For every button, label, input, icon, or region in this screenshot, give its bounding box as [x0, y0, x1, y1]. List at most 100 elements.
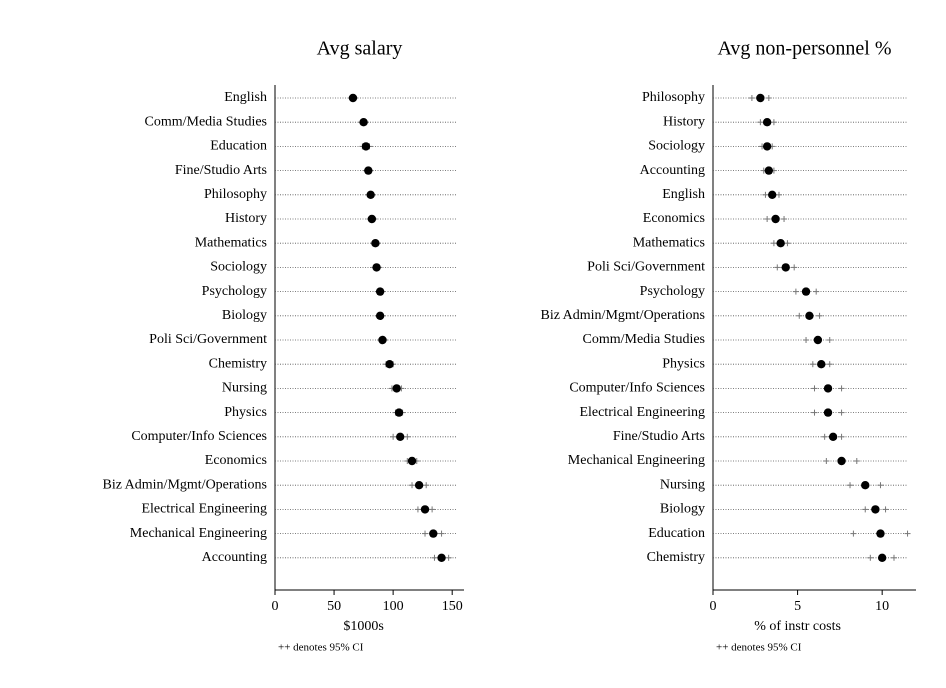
ci-marker — [853, 458, 860, 464]
ci-marker — [838, 433, 845, 440]
ci-marker — [757, 119, 764, 126]
category-label: Chemistry — [647, 550, 705, 565]
dot — [828, 432, 838, 441]
dot — [359, 118, 368, 127]
category-label: Electrical Engineering — [579, 405, 705, 420]
category-label: Mathematics — [633, 235, 705, 250]
category-label: Psychology — [202, 284, 267, 299]
category-label: Physics — [662, 356, 705, 371]
ci-marker — [445, 554, 452, 561]
ci-marker — [877, 482, 884, 489]
ci-marker — [838, 385, 845, 392]
dot — [813, 335, 823, 345]
category-label: Electrical Engineering — [141, 502, 267, 517]
dot — [768, 190, 777, 199]
ci-marker — [816, 312, 823, 319]
ci-marker — [882, 506, 889, 513]
category-label: Biz Admin/Mgmt/Operations — [541, 308, 706, 323]
category-label: History — [663, 114, 705, 129]
category-label: Comm/Media Studies — [583, 332, 706, 347]
ci-marker — [823, 458, 830, 464]
dot — [366, 190, 375, 199]
x-tick-label: 100 — [383, 599, 404, 614]
ci-marker — [781, 216, 788, 222]
category-label: Education — [648, 526, 705, 541]
ci-marker — [809, 361, 816, 368]
category-label: Nursing — [660, 477, 705, 492]
category-label: Sociology — [648, 139, 705, 154]
category-label: Computer/Info Sciences — [569, 381, 705, 396]
dot — [378, 335, 387, 345]
dot — [781, 263, 790, 272]
ci-marker — [847, 482, 854, 489]
ci-marker — [838, 409, 845, 416]
ci-marker — [850, 530, 857, 537]
category-label: Psychology — [640, 284, 705, 299]
category-label: Comm/Media Studies — [145, 114, 268, 129]
ci-marker — [762, 191, 769, 198]
category-label: Mechanical Engineering — [130, 526, 267, 541]
dot — [385, 360, 394, 369]
dot — [837, 456, 846, 466]
category-label: Nursing — [222, 381, 267, 396]
dot — [429, 529, 438, 538]
dot — [394, 408, 404, 417]
ci-marker — [775, 191, 782, 198]
dot — [361, 142, 371, 151]
category-label: Mathematics — [195, 235, 267, 250]
x-tick-label: 5 — [794, 599, 801, 614]
dot — [776, 239, 785, 248]
category-label: Fine/Studio Arts — [613, 429, 705, 444]
category-label: Mechanical Engineering — [568, 453, 705, 468]
ci-marker — [796, 312, 803, 319]
category-label: Poli Sci/Government — [149, 332, 267, 347]
ci-marker — [792, 288, 799, 295]
x-tick-label: 150 — [442, 599, 463, 614]
ci-marker — [867, 554, 874, 561]
category-label: English — [224, 90, 267, 105]
ci-marker — [803, 337, 810, 343]
dot — [764, 166, 774, 175]
x-tick-label: 0 — [710, 599, 717, 614]
dot — [375, 311, 385, 320]
category-label: Biz Admin/Mgmt/Operations — [103, 477, 268, 492]
x-tick-label: 0 — [272, 599, 279, 614]
ci-marker — [862, 506, 869, 513]
category-label: Philosophy — [642, 90, 705, 105]
category-label: Biology — [222, 308, 267, 323]
category-label: Economics — [643, 211, 705, 226]
ci-marker — [784, 240, 791, 247]
ci-marker — [409, 482, 416, 489]
dot — [371, 239, 380, 248]
dot — [437, 553, 446, 562]
dot — [801, 287, 811, 296]
category-label: Philosophy — [204, 187, 267, 202]
ci-marker — [813, 288, 820, 295]
ci-marker — [423, 482, 430, 489]
ci-marker — [811, 385, 818, 392]
category-label: Chemistry — [209, 356, 267, 371]
dot — [407, 456, 417, 466]
dot — [805, 311, 814, 320]
category-label: Accounting — [202, 550, 267, 565]
panel-title: Avg salary — [317, 38, 403, 60]
dot — [762, 118, 772, 127]
dot — [367, 214, 377, 224]
ci-marker — [438, 530, 445, 537]
category-label: English — [662, 187, 705, 202]
dot — [823, 384, 833, 393]
ci-marker — [764, 216, 771, 222]
ci-marker — [404, 433, 411, 440]
category-label: Sociology — [210, 260, 267, 275]
dot — [871, 505, 880, 514]
panel-title: Avg non-personnel % — [717, 38, 891, 60]
category-label: History — [225, 211, 267, 226]
category-label: Fine/Studio Arts — [175, 163, 267, 178]
note: ++ denotes 95% CI — [716, 642, 802, 654]
ci-marker — [431, 554, 438, 561]
dot — [414, 481, 424, 490]
ci-marker — [774, 264, 781, 271]
ci-marker — [791, 264, 798, 271]
x-axis-label: % of instr costs — [754, 619, 841, 634]
dot — [877, 553, 887, 562]
